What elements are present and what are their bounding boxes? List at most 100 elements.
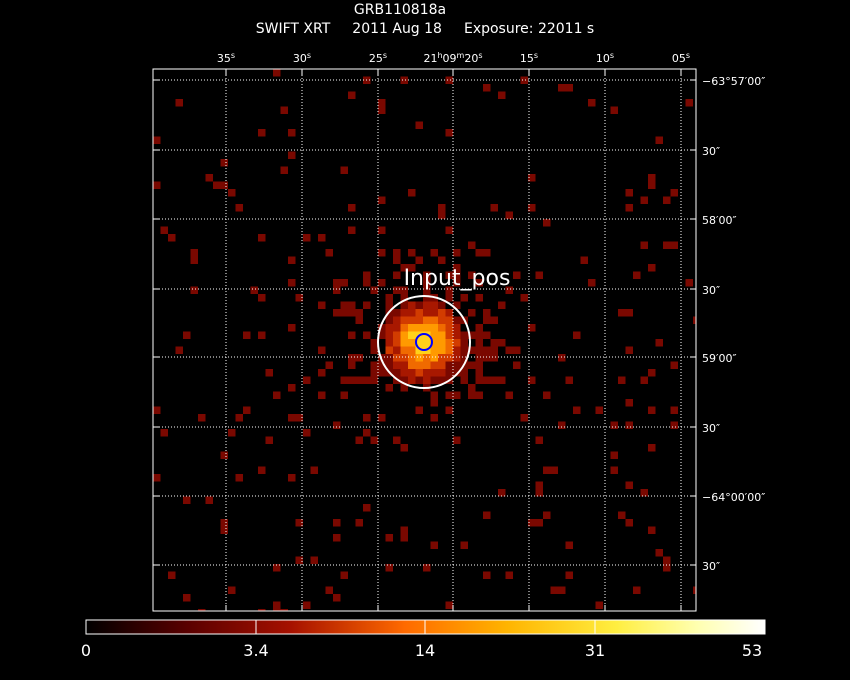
count-pixel bbox=[490, 316, 498, 324]
count-pixel bbox=[438, 369, 446, 377]
count-pixel bbox=[400, 526, 408, 534]
count-pixel bbox=[438, 361, 446, 369]
count-pixel bbox=[288, 384, 296, 392]
count-pixel bbox=[400, 301, 408, 309]
count-pixel bbox=[445, 271, 453, 279]
count-pixel bbox=[400, 361, 408, 369]
observation-info: SWIFT XRT 2011 Aug 18 Exposure: 22011 s bbox=[0, 21, 850, 37]
count-pixel bbox=[640, 489, 648, 497]
count-pixel bbox=[430, 301, 438, 309]
count-pixel bbox=[453, 324, 461, 332]
count-pixel bbox=[648, 174, 656, 182]
count-pixel bbox=[483, 84, 491, 92]
count-pixel bbox=[363, 271, 371, 279]
count-pixel bbox=[460, 294, 468, 302]
count-pixel bbox=[693, 316, 696, 324]
count-pixel bbox=[558, 421, 566, 429]
count-pixel bbox=[378, 324, 386, 332]
count-pixel bbox=[325, 361, 333, 369]
count-pixel bbox=[528, 174, 536, 182]
count-pixel bbox=[385, 361, 393, 369]
count-pixel bbox=[445, 346, 453, 354]
count-pixel bbox=[220, 159, 228, 167]
count-pixel bbox=[348, 91, 356, 99]
count-pixel bbox=[558, 354, 566, 362]
count-pixel bbox=[423, 316, 431, 324]
source-extraction-circle bbox=[377, 295, 471, 389]
count-pixel bbox=[363, 331, 371, 339]
count-pixel bbox=[430, 369, 438, 377]
object-title: GRB110818a bbox=[353, 2, 447, 18]
count-pixel bbox=[370, 361, 378, 369]
count-pixel bbox=[378, 361, 386, 369]
count-pixel bbox=[445, 286, 453, 294]
count-pixel bbox=[378, 279, 386, 287]
count-pixel bbox=[498, 301, 506, 309]
count-pixel bbox=[423, 376, 431, 384]
count-pixel bbox=[400, 444, 408, 452]
count-pixel bbox=[565, 84, 573, 92]
count-pixel bbox=[430, 309, 438, 317]
count-pixel bbox=[670, 406, 678, 414]
count-pixel bbox=[340, 166, 348, 174]
count-pixel bbox=[490, 339, 498, 347]
count-pixel bbox=[543, 391, 551, 399]
count-pixel bbox=[273, 391, 281, 399]
count-pixel bbox=[280, 166, 288, 174]
count-pixel bbox=[355, 354, 363, 362]
count-pixel bbox=[415, 324, 423, 332]
ra-tick-labels: 35s 30s 25s 21h09m20s 15s 10s 05s bbox=[217, 51, 690, 65]
count-pixel bbox=[400, 76, 408, 84]
count-pixel bbox=[363, 504, 371, 512]
observation-date: 2011 Aug 18 bbox=[352, 21, 442, 37]
count-pixel bbox=[685, 99, 693, 107]
count-pixel bbox=[648, 526, 656, 534]
count-pixel bbox=[348, 309, 356, 317]
count-pixel bbox=[190, 256, 198, 264]
count-pixel bbox=[453, 361, 461, 369]
count-pixel bbox=[333, 309, 341, 317]
count-pixel bbox=[573, 406, 581, 414]
count-pixel bbox=[595, 406, 603, 414]
count-pixel bbox=[663, 556, 671, 564]
position-error-circle bbox=[415, 333, 433, 351]
count-pixel bbox=[460, 369, 468, 377]
count-pixel bbox=[453, 339, 461, 347]
count-pixel bbox=[265, 369, 273, 377]
count-pixel bbox=[453, 316, 461, 324]
count-pixel bbox=[520, 294, 528, 302]
count-pixel bbox=[475, 324, 483, 332]
count-pixel bbox=[303, 234, 311, 242]
count-pixel bbox=[490, 204, 498, 212]
count-pixel bbox=[408, 331, 416, 339]
ra-tick-label: 15s bbox=[520, 51, 538, 65]
count-pixel bbox=[160, 429, 168, 437]
count-pixel bbox=[340, 279, 348, 287]
count-pixel bbox=[588, 99, 596, 107]
count-pixel bbox=[483, 571, 491, 579]
count-pixel bbox=[393, 331, 401, 339]
count-pixel bbox=[415, 316, 423, 324]
count-pixel bbox=[505, 391, 513, 399]
count-pixel bbox=[445, 226, 453, 234]
count-pixel bbox=[445, 361, 453, 369]
count-pixel bbox=[378, 414, 386, 422]
count-pixel bbox=[535, 436, 543, 444]
count-pixel bbox=[460, 331, 468, 339]
count-pixel bbox=[445, 331, 453, 339]
count-pixel bbox=[303, 376, 311, 384]
count-pixel bbox=[363, 429, 371, 437]
count-pixel bbox=[310, 556, 318, 564]
count-pixel bbox=[595, 601, 603, 609]
count-pixel bbox=[640, 376, 648, 384]
count-pixel bbox=[468, 309, 476, 317]
count-pixel bbox=[453, 279, 461, 287]
count-pixel bbox=[385, 354, 393, 362]
count-pixel bbox=[160, 226, 168, 234]
count-pixel bbox=[423, 369, 431, 377]
count-pixel bbox=[235, 204, 243, 212]
count-pixel bbox=[520, 414, 528, 422]
count-pixel bbox=[408, 346, 416, 354]
count-pixel bbox=[483, 511, 491, 519]
